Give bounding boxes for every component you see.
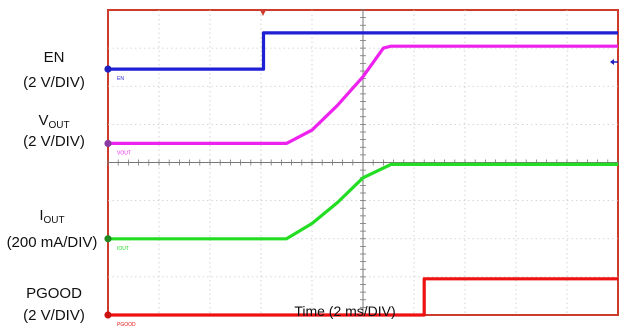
vout-name-main: V (38, 112, 48, 129)
scope-grid (107, 9, 619, 316)
vout-name: VOUT (38, 112, 69, 131)
iout-name-sub: OUT (44, 215, 65, 226)
en-name: EN (44, 49, 65, 66)
channel-label-vout: VOUT (2 V/DIV) (23, 112, 85, 150)
channel-marker-en-icon (104, 65, 112, 73)
trace-tag-vout: VOUT (117, 150, 131, 156)
trace-en (108, 31, 618, 71)
iout-name: IOUT (39, 207, 64, 226)
trace-pgood (108, 277, 618, 317)
waveform-traces (108, 31, 618, 317)
channel-label-en: EN (2 V/DIV) (23, 49, 85, 91)
trace-vout (108, 44, 618, 145)
channel-marker-iout-icon (104, 235, 112, 243)
vout-name-sub: OUT (48, 120, 69, 131)
en-scale: (2 V/DIV) (23, 74, 85, 91)
iout-name-main: I (39, 207, 43, 224)
x-axis-label: Time (2 ms/DIV) (294, 303, 395, 319)
pgood-scale: (2 V/DIV) (23, 307, 85, 324)
channel-markers: EN VOUT IOUT PGOOD (104, 65, 136, 328)
trace-tag-pgood: PGOOD (117, 322, 136, 328)
trace-tag-iout: IOUT (117, 246, 129, 252)
trace-iout (108, 162, 618, 241)
reference-arrow-icon (610, 59, 618, 65)
channel-label-pgood: PGOOD (2 V/DIV) (23, 285, 85, 324)
channel-marker-vout-icon (104, 139, 112, 148)
iout-scale: (200 mA/DIV) (7, 234, 98, 251)
channel-label-iout: IOUT (200 mA/DIV) (7, 207, 98, 251)
trace-tag-en: EN (117, 76, 124, 82)
vout-scale: (2 V/DIV) (23, 133, 85, 150)
channel-marker-pgood-icon (104, 311, 112, 319)
trigger-marker-icon (260, 10, 266, 16)
pgood-name: PGOOD (26, 285, 82, 302)
